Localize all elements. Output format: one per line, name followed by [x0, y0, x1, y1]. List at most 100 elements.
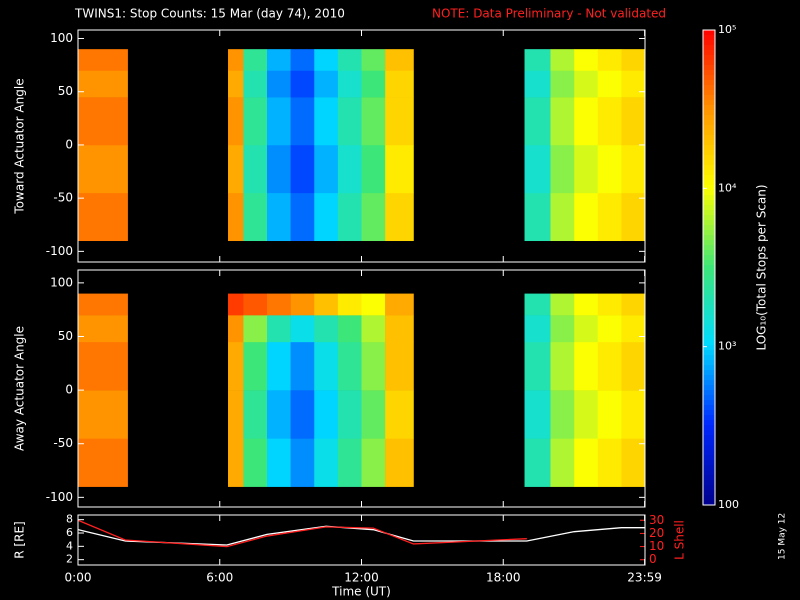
- heat-cell: [597, 438, 622, 487]
- colorbar-swatch: [703, 345, 715, 351]
- y2-tick-label: 30: [649, 513, 664, 527]
- plot-frame: [77, 514, 646, 566]
- colorbar-swatch: [703, 85, 715, 91]
- colorbar-swatch: [703, 425, 715, 431]
- heat-cell: [574, 70, 599, 98]
- heat-cell: [337, 144, 362, 194]
- y-tick-label: 0: [65, 383, 73, 397]
- colorbar-swatch: [703, 115, 715, 121]
- heat-cell: [78, 192, 128, 242]
- y-tick-label: 2: [66, 553, 73, 566]
- heat-cell: [243, 97, 268, 146]
- colorbar-swatch: [703, 275, 715, 281]
- colorbar-swatch: [703, 375, 715, 381]
- colorbar-swatch: [703, 325, 715, 331]
- colorbar-swatch: [703, 245, 715, 251]
- colorbar-swatch: [703, 150, 715, 156]
- colorbar-swatch: [703, 195, 715, 201]
- colorbar-swatch: [703, 380, 715, 386]
- colorbar-swatch: [703, 340, 715, 346]
- colorbar-swatch: [703, 50, 715, 56]
- colorbar-swatch: [703, 120, 715, 126]
- heat-cell: [524, 390, 551, 439]
- heat-cell: [385, 293, 414, 316]
- colorbar-swatch: [703, 170, 715, 176]
- heat-cell: [267, 293, 291, 316]
- heat-cell: [267, 70, 291, 98]
- heat-cell: [597, 97, 622, 146]
- heat-cell: [243, 390, 268, 439]
- colorbar-swatch: [703, 230, 715, 236]
- colorbar-swatch: [703, 435, 715, 441]
- colorbar-swatch: [703, 350, 715, 356]
- heat-cell: [290, 341, 315, 391]
- heat-cell: [290, 144, 315, 194]
- colorbar-swatch: [703, 405, 715, 411]
- heat-cell: [524, 144, 551, 194]
- colorbar-swatch: [703, 105, 715, 111]
- heat-cell: [243, 192, 268, 242]
- colorbar-swatch: [703, 95, 715, 101]
- colorbar-swatch: [703, 330, 715, 336]
- heat-cell: [385, 315, 414, 343]
- heat-cell: [550, 144, 575, 194]
- heat-cell: [290, 70, 315, 98]
- y-tick-label: 8: [66, 513, 73, 526]
- colorbar-swatch: [703, 265, 715, 271]
- heat-cell: [524, 315, 551, 343]
- colorbar-swatch: [703, 30, 715, 36]
- heat-cell: [574, 293, 599, 316]
- colorbar-swatch: [703, 490, 715, 496]
- heat-cell: [228, 293, 244, 316]
- y-tick-label: 6: [66, 526, 73, 539]
- colorbar-swatch: [703, 225, 715, 231]
- colorbar-tick-label: 100: [718, 498, 739, 511]
- heat-cell: [574, 49, 599, 71]
- y2-tick-label: 10: [649, 539, 664, 553]
- heat-cell: [621, 341, 646, 391]
- colorbar-swatch: [703, 300, 715, 306]
- y2-tick-label: 20: [649, 526, 664, 540]
- heat-cell: [550, 192, 575, 242]
- heat-cell: [621, 97, 646, 146]
- heat-cell: [228, 49, 244, 71]
- colorbar-swatch: [703, 305, 715, 311]
- heat-cell: [385, 390, 414, 439]
- colorbar-swatch: [703, 360, 715, 366]
- heat-cell: [574, 438, 599, 487]
- heat-cell: [524, 70, 551, 98]
- colorbar-swatch: [703, 240, 715, 246]
- colorbar-swatch: [703, 235, 715, 241]
- heat-cell: [78, 390, 128, 439]
- heat-cell: [314, 70, 339, 98]
- colorbar-swatch: [703, 310, 715, 316]
- colorbar-swatch: [703, 75, 715, 81]
- note: NOTE: Data Preliminary - Not validated: [432, 7, 666, 21]
- colorbar-swatch: [703, 290, 715, 296]
- heat-cell: [550, 315, 575, 343]
- heat-cell: [550, 341, 575, 391]
- heat-cell: [337, 49, 362, 71]
- heat-cell: [267, 341, 291, 391]
- heat-cell: [597, 49, 622, 71]
- colorbar-swatch: [703, 385, 715, 391]
- colorbar-swatch: [703, 100, 715, 106]
- colorbar-swatch: [703, 155, 715, 161]
- y-tick-label: -100: [46, 490, 73, 504]
- heat-cell: [385, 144, 414, 194]
- heat-cell: [337, 70, 362, 98]
- colorbar-swatch: [703, 355, 715, 361]
- heat-cell: [290, 293, 315, 316]
- heat-cell: [524, 192, 551, 242]
- colorbar-swatch: [703, 420, 715, 426]
- colorbar-tick-label: 10³: [718, 340, 736, 353]
- heat-cell: [228, 70, 244, 98]
- heat-cell: [228, 144, 244, 194]
- heat-cell: [78, 49, 128, 71]
- heat-cell: [385, 438, 414, 487]
- heat-cell: [597, 315, 622, 343]
- heat-cell: [621, 315, 646, 343]
- heat-cell: [550, 97, 575, 146]
- heat-cell: [574, 192, 599, 242]
- heat-cell: [337, 293, 362, 316]
